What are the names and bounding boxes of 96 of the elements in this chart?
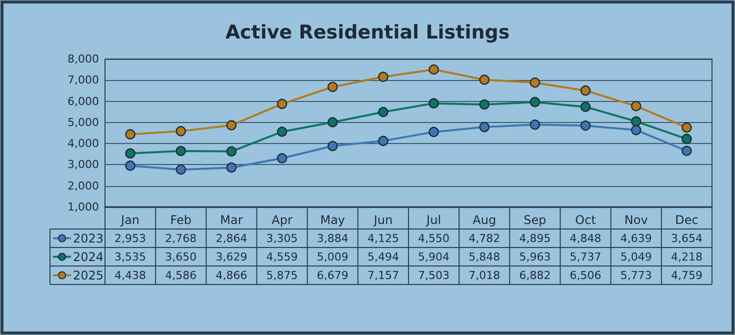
data-label: 7,157: [367, 268, 399, 282]
point: [479, 99, 490, 110]
legend-label: 2025: [73, 268, 104, 282]
x-tick-label: Mar: [220, 213, 243, 227]
point: [226, 146, 237, 157]
chart-title: Active Residential Listings: [225, 22, 510, 44]
point: [226, 120, 237, 130]
data-label: 6,882: [519, 268, 551, 282]
point: [580, 85, 591, 96]
data-label: 4,218: [670, 250, 702, 264]
data-label: 5,737: [570, 250, 602, 264]
y-tick-label: 5,000: [68, 116, 99, 129]
data-label: 5,773: [620, 268, 652, 282]
data-label: 2,768: [165, 232, 197, 245]
point: [631, 116, 642, 126]
point: [428, 126, 439, 138]
point: [378, 106, 388, 118]
data-label: 4,438: [114, 268, 146, 282]
data-label: 4,559: [266, 250, 298, 264]
data-label: 3,629: [216, 250, 248, 264]
data-label: 5,494: [367, 250, 399, 264]
point: [682, 122, 692, 133]
y-tick-label: 7,000: [68, 74, 99, 87]
point: [631, 124, 642, 136]
point: [176, 146, 186, 156]
point: [530, 120, 540, 130]
point: [125, 148, 136, 158]
point: [328, 117, 338, 128]
x-tick-label: Sep: [524, 213, 546, 227]
y-tick-label: 6,000: [68, 94, 99, 108]
y-tick-label: 4,000: [68, 137, 99, 150]
x-tick-label: May: [320, 213, 346, 227]
data-label: 5,049: [620, 250, 652, 264]
point: [328, 82, 338, 92]
x-tick-label: Feb: [170, 213, 192, 227]
data-label: 4,866: [216, 268, 248, 282]
data-label: 2,864: [216, 232, 248, 245]
y-tick-label: 3,000: [68, 158, 99, 172]
point: [125, 129, 136, 140]
point: [176, 126, 186, 136]
point: [276, 126, 288, 137]
point: [125, 160, 136, 171]
data-label: 5,904: [418, 250, 450, 264]
point: [479, 74, 490, 85]
point: [479, 122, 490, 132]
x-tick-label: Apr: [272, 213, 292, 227]
data-label: 4,639: [620, 232, 652, 245]
x-tick-label: Oct: [575, 213, 596, 227]
data-label: 4,125: [367, 232, 399, 245]
data-label: 7,018: [468, 268, 500, 282]
legend-label: 2024: [73, 250, 104, 264]
x-tick-label: Jan: [120, 213, 140, 227]
data-label: 5,009: [316, 250, 348, 264]
y-tick-label: 8,000: [68, 52, 99, 66]
data-label: 7,503: [418, 268, 450, 282]
point: [378, 72, 388, 82]
data-label: 4,782: [468, 232, 500, 245]
point: [631, 100, 642, 112]
point: [428, 98, 439, 108]
y-tick-label: 2,000: [68, 179, 99, 192]
data-label: 2,953: [114, 232, 146, 245]
data-label: 3,884: [316, 232, 348, 245]
data-label: 3,650: [165, 250, 197, 264]
y-tick-label: 1,000: [68, 200, 99, 214]
legend-label: 2023: [73, 231, 104, 246]
data-label: 5,875: [266, 268, 298, 282]
data-label: 6,506: [570, 268, 602, 282]
point: [276, 153, 288, 164]
point: [226, 162, 237, 173]
point: [428, 64, 439, 75]
data-label: 5,848: [468, 250, 500, 264]
data-label: 6,679: [316, 268, 348, 282]
point: [530, 96, 540, 108]
data-label: 4,895: [519, 232, 551, 245]
data-label: 4,848: [570, 232, 602, 245]
x-tick-label: Jun: [372, 213, 393, 227]
point: [378, 136, 388, 146]
x-tick-label: Dec: [675, 213, 698, 227]
point: [682, 134, 692, 144]
data-label: 4,586: [165, 268, 197, 282]
point: [580, 120, 591, 131]
data-label: 4,759: [670, 268, 702, 282]
point: [682, 146, 692, 156]
x-tick-label: Nov: [624, 213, 648, 227]
x-tick-label: Aug: [472, 213, 496, 227]
data-label: 3,654: [670, 232, 702, 245]
data-label: 3,535: [114, 250, 146, 264]
data-label: 3,305: [266, 232, 298, 245]
x-tick-label: Jul: [426, 213, 442, 227]
data-label: 5,963: [519, 250, 551, 264]
point: [530, 78, 540, 88]
point: [176, 164, 186, 175]
data-label: 4,550: [418, 232, 450, 245]
point: [580, 102, 591, 112]
point: [276, 98, 288, 110]
point: [328, 140, 338, 152]
